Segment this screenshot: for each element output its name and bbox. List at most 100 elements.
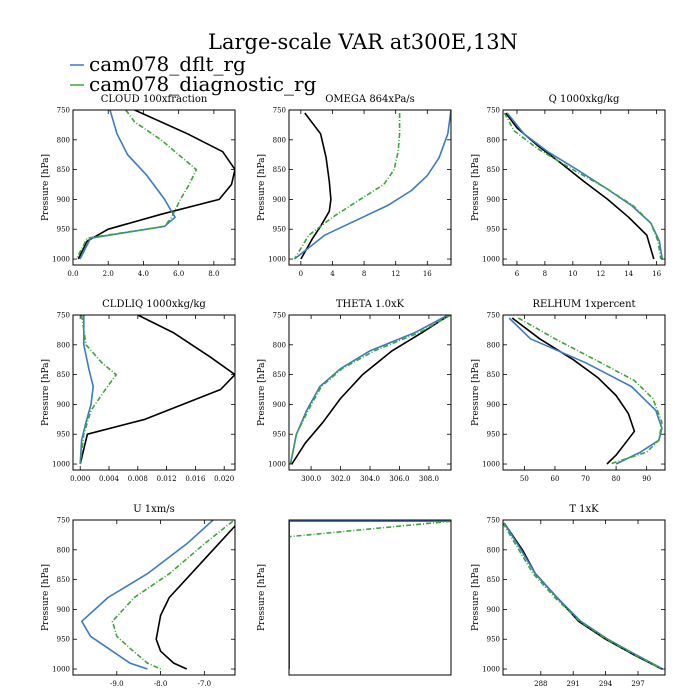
y-tick-label: 750 [57, 517, 70, 525]
y-tick-label: 750 [487, 107, 500, 115]
x-tick-label: 300.0 [301, 475, 321, 483]
y-tick-label: 850 [487, 371, 500, 379]
x-tick-label: 90 [642, 475, 651, 483]
panel-frame [288, 519, 452, 676]
x-tick-label: 6.0 [173, 270, 184, 278]
x-tick-label: 308.0 [419, 475, 439, 483]
panel-frame [502, 519, 666, 676]
y-tick-label: 950 [487, 431, 500, 439]
y-tick-label: 950 [57, 226, 70, 234]
y-tick-label: 850 [487, 576, 500, 584]
y-tick-label: 1000 [482, 256, 500, 264]
y-tick-label: 850 [57, 371, 70, 379]
y-tick-label: 800 [487, 341, 500, 349]
y-tick-label: 800 [487, 136, 500, 144]
x-tick-label: -7.0 [198, 680, 212, 688]
panel-title: Q 1000xkg/kg [549, 94, 620, 105]
series-line-3 [79, 315, 117, 465]
x-tick-label: 306.0 [389, 475, 409, 483]
panel-4: CLDLIQ 1000xkg/kg75080085090095010000.00… [41, 299, 236, 483]
panel-title: U 1xm/s [133, 504, 175, 515]
panel-series-group [75, 110, 235, 260]
legend-label-diagnostic: cam078_diagnostic_rg [89, 72, 317, 96]
y-axis-label: Pressure [hPa] [471, 359, 481, 426]
panel-series-group [293, 110, 451, 260]
series-line-1 [155, 525, 235, 670]
series-line-2 [81, 520, 214, 670]
x-tick-label: 304.0 [360, 475, 380, 483]
panel-frame [288, 109, 452, 266]
panel-frame [72, 519, 236, 676]
series-line-2 [289, 520, 451, 669]
x-tick-label: 294 [599, 680, 613, 688]
series-line-1 [505, 112, 655, 260]
panel-title: OMEGA 864xPa/s [325, 94, 415, 105]
y-tick-label: 900 [57, 606, 70, 614]
series-line-3 [289, 315, 451, 465]
legend-label-dflt: cam078_dflt_rg [89, 52, 246, 76]
y-tick-label: 1000 [52, 666, 70, 674]
y-tick-label: 950 [487, 226, 500, 234]
series-line-3 [111, 520, 234, 670]
panel-series-group [503, 522, 664, 670]
series-line-2 [503, 522, 664, 670]
y-tick-label: 1000 [52, 461, 70, 469]
y-tick-label: 750 [273, 312, 286, 320]
panel-title: CLOUD 100xfraction [101, 94, 208, 105]
x-tick-label: 10 [568, 270, 577, 278]
y-tick-label: 1000 [482, 666, 500, 674]
y-tick-label: 900 [57, 401, 70, 409]
panel-frame [502, 314, 666, 471]
panel-frame [72, 109, 236, 266]
panel-5: THETA 1.0xK 750 800 850 900 950 1000 300.0 302.0… [257, 299, 452, 483]
x-tick-label: 0.008 [128, 475, 148, 483]
series-line-1 [77, 110, 235, 260]
panel-title: THETA 1.0xK [336, 299, 405, 310]
panel-8: Pressure [hPa] [257, 519, 452, 676]
y-tick-label: 800 [57, 341, 70, 349]
y-tick-label: 800 [57, 136, 70, 144]
x-tick-label: 14 [624, 270, 633, 278]
panel-title: CLDLIQ 1000xkg/kg [102, 299, 206, 310]
x-tick-label: 0 [299, 270, 303, 278]
y-tick-label: 900 [273, 196, 286, 204]
series-line-1 [289, 520, 451, 669]
x-tick-label: 6 [515, 270, 520, 278]
x-tick-label: 0.012 [157, 475, 177, 483]
series-line-3 [503, 522, 663, 670]
x-tick-label: 80 [612, 475, 621, 483]
x-tick-label: 12 [596, 270, 605, 278]
y-tick-label: 900 [273, 401, 286, 409]
y-tick-label: 850 [57, 166, 70, 174]
x-tick-label: 288 [534, 680, 547, 688]
y-tick-label: 800 [273, 136, 286, 144]
panel-series-group [81, 520, 235, 670]
x-tick-label: 302.0 [331, 475, 351, 483]
panel-1: CLOUD 100xfraction 750 800 850 900 950 1000 0.0… [41, 94, 236, 278]
x-tick-label: 0.020 [214, 475, 234, 483]
series-line-2 [508, 317, 663, 465]
y-tick-label: 850 [487, 166, 500, 174]
y-tick-label: 950 [57, 636, 70, 644]
figure-title: Large-scale VAR at300E,13N [208, 30, 518, 54]
y-tick-label: 750 [57, 312, 70, 320]
panel-frame [502, 109, 666, 266]
y-tick-label: 1000 [52, 256, 70, 264]
x-tick-label: 0.0 [67, 270, 78, 278]
panel-3: Q 1000xkg/kg 750 800 850 900 950 1000 6 8 10 12 14 1… [471, 94, 666, 278]
x-tick-label: 50 [520, 475, 529, 483]
y-axis-label: Pressure [hPa] [257, 564, 267, 631]
panel-6: RELHUM 1xpercent 750 800 850 900 950 1000 50 60 7… [471, 299, 666, 483]
x-tick-label: 0.016 [185, 475, 206, 483]
panel-title: RELHUM 1xpercent [532, 299, 635, 310]
x-tick-label: 8 [543, 270, 547, 278]
x-tick-label: -8.0 [154, 680, 168, 688]
x-tick-label: 16 [423, 270, 432, 278]
y-tick-label: 750 [57, 107, 70, 115]
panel-7: U 1xm/s 750 800 850 900 950 1000 -9.0 -8.0 -7.0 Pr… [41, 504, 236, 688]
x-tick-label: 291 [567, 680, 580, 688]
series-line-3 [517, 317, 663, 465]
panel-series-group [289, 315, 451, 465]
x-tick-label: 297 [631, 680, 644, 688]
